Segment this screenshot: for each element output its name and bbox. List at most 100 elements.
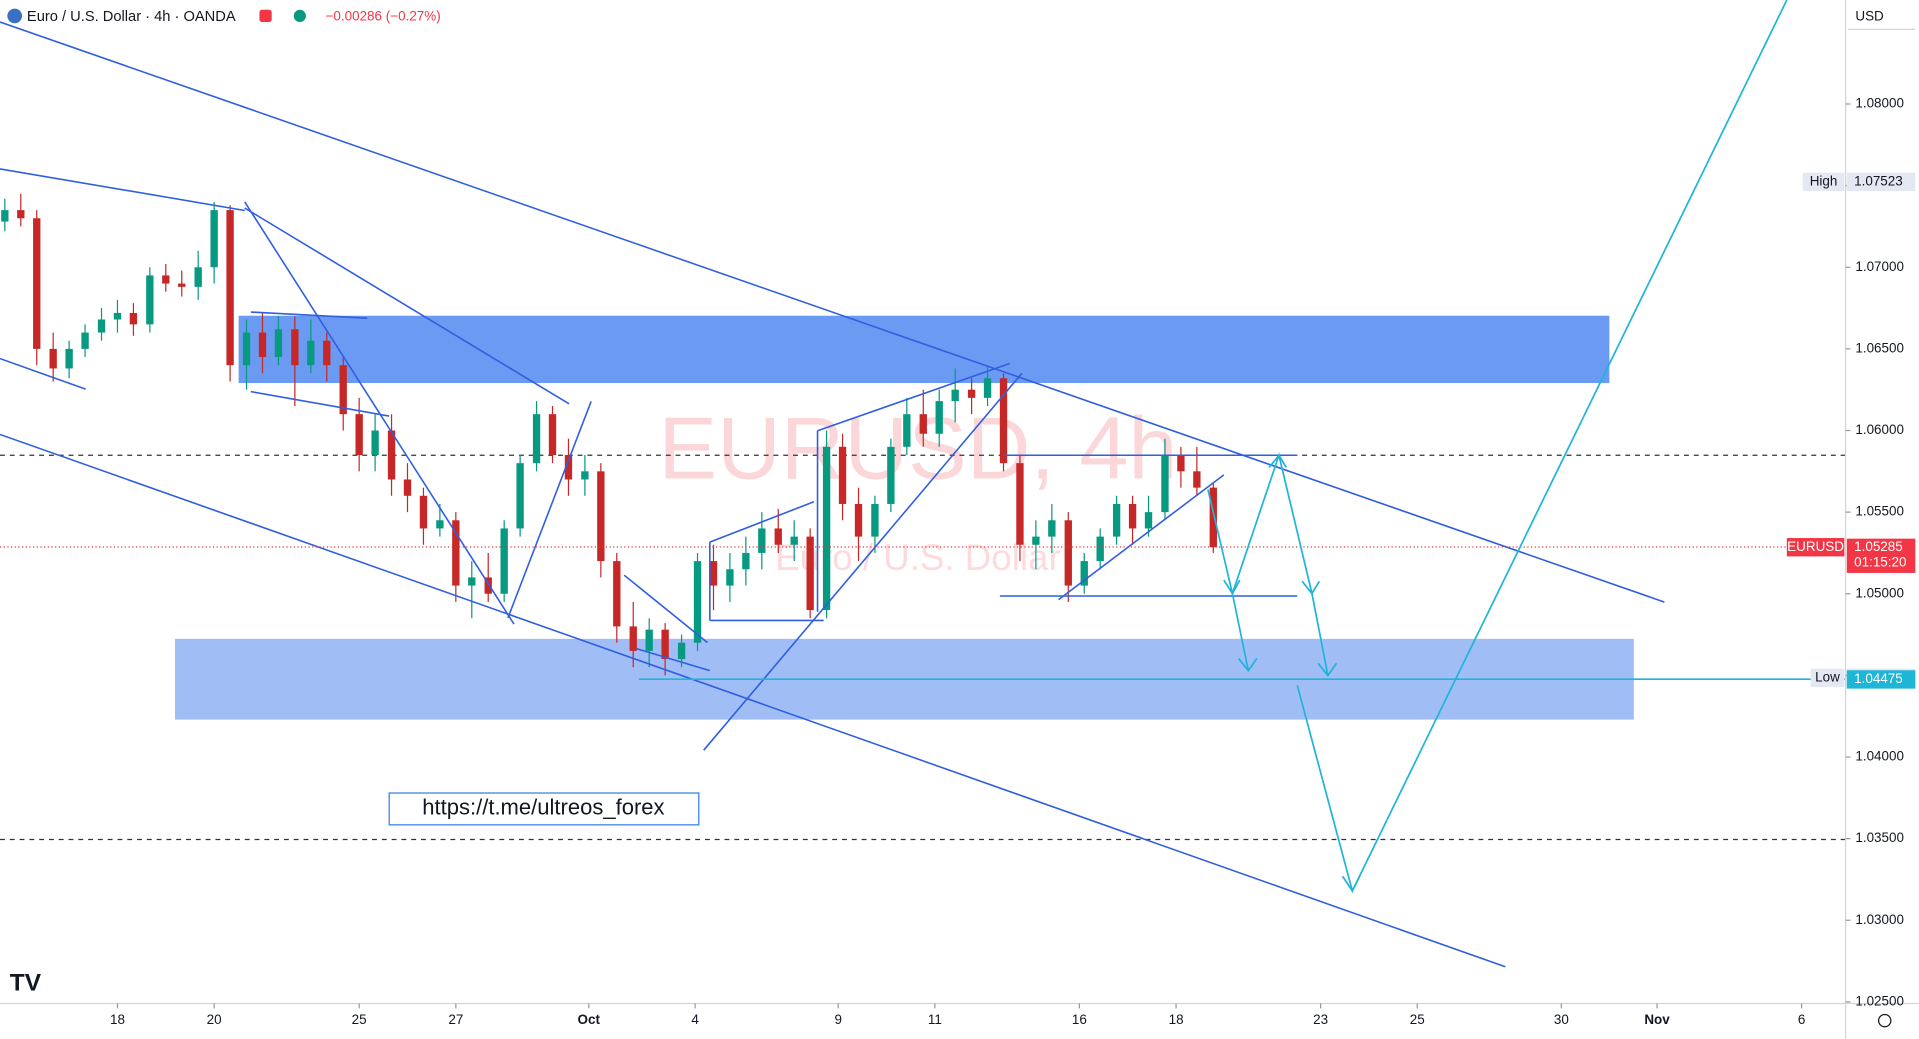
trend-line: [817, 362, 1010, 432]
candle-body: [419, 495, 428, 529]
candle-body: [726, 569, 734, 586]
candle-body: [484, 577, 492, 594]
candle-body: [758, 528, 766, 553]
link-box[interactable]: https://t.me/ultreos_forex: [388, 792, 700, 826]
x-tick-label: 9: [834, 1012, 841, 1027]
candle-body: [1080, 561, 1088, 586]
arrow-head: [1237, 657, 1258, 673]
y-tick-label: 1.07000: [1855, 259, 1904, 274]
x-tick-label: 4: [691, 1012, 699, 1027]
candle-body: [226, 210, 234, 366]
candle-body: [1064, 520, 1072, 586]
y-tick-label: 1.02500: [1855, 993, 1904, 1008]
candle-body: [967, 389, 976, 398]
x-tick-label: 25: [352, 1012, 367, 1027]
x-tick-label: 6: [1798, 1012, 1805, 1027]
price-marker: [1846, 670, 1916, 689]
candle-body: [790, 536, 798, 545]
candle-body: [371, 430, 379, 455]
candle-body: [33, 218, 41, 349]
candle-body: [162, 275, 170, 284]
candle-body: [113, 312, 122, 320]
currency[interactable]: USD: [1855, 9, 1884, 24]
candle-body: [387, 430, 396, 480]
candle-body: [532, 414, 541, 464]
watermark: EURUSD, 4h: [658, 399, 1177, 498]
candle-body: [274, 329, 283, 358]
y-tick-label: 1.03000: [1855, 912, 1904, 927]
market-icon: [259, 9, 272, 23]
price-change: −0.00286 (−0.27%): [326, 9, 441, 24]
logo[interactable]: TV: [10, 969, 42, 996]
settings-icon[interactable]: [1878, 1013, 1892, 1028]
candle-body: [436, 520, 444, 529]
candle-body: [597, 471, 605, 562]
candle-body: [774, 528, 782, 545]
y-tick-label: 1.06000: [1855, 422, 1904, 437]
price-marker-label: 1.05285: [1854, 539, 1903, 554]
candle-body: [693, 561, 702, 643]
trend-line: [507, 401, 592, 619]
link[interactable]: https://t.me/ultreos_forex: [422, 795, 664, 820]
levels: [0, 454, 1846, 841]
trend-line: [636, 647, 711, 672]
symbol-icon: [7, 8, 23, 24]
x-tick-label: Nov: [1644, 1012, 1670, 1027]
candle-body: [146, 275, 154, 325]
candle-body: [645, 629, 653, 651]
candle-body: [1096, 536, 1104, 562]
candle-body: [355, 414, 363, 455]
candle-body: [178, 283, 186, 287]
candle-body: [919, 414, 927, 434]
marker-name: High: [1810, 173, 1838, 188]
trend-line: [250, 390, 390, 417]
candle-body: [17, 210, 25, 219]
price-marker: [1846, 172, 1916, 192]
candle-body: [49, 348, 57, 369]
y-tick-label: 1.04000: [1855, 749, 1904, 764]
trend-line: [703, 372, 1023, 751]
x-tick-label: 25: [1410, 1012, 1425, 1027]
candle-body: [1032, 536, 1040, 545]
candle-body: [838, 446, 847, 504]
price-marker-label: 1.07523: [1854, 173, 1903, 188]
countdown: 01:15:20: [1854, 555, 1906, 570]
candle-body: [129, 312, 138, 325]
candle-body: [1016, 463, 1024, 545]
candle-body: [194, 267, 202, 287]
candle-body: [548, 414, 557, 455]
arrow-head: [1223, 579, 1241, 596]
axes: 1.025001.030001.035001.040001.045001.050…: [110, 96, 1904, 1028]
candle-body: [661, 629, 669, 660]
supply-zone: [238, 315, 1610, 384]
projection: [1231, 593, 1250, 671]
marker-name-box: [1810, 668, 1845, 688]
arrow-head: [1301, 580, 1321, 596]
projection: [1311, 593, 1329, 676]
candle-body: [339, 365, 347, 415]
x-tick-label: 30: [1554, 1012, 1569, 1027]
y-tick-label: 1.06500: [1855, 340, 1904, 355]
y-tick-label: 1.05000: [1855, 585, 1904, 600]
candle-body: [1193, 471, 1201, 488]
drawings: [0, 0, 1846, 968]
candle-body: [516, 463, 524, 529]
marker-name: EURUSD: [1787, 539, 1844, 554]
candle-body: [258, 332, 267, 358]
x-tick-label: 23: [1313, 1012, 1328, 1027]
candle-body: [629, 626, 637, 651]
trend-line: [244, 207, 570, 405]
candle-body: [709, 561, 718, 586]
candle-body: [210, 210, 218, 268]
candle-body: [983, 378, 992, 398]
trend-line: [0, 21, 1665, 603]
candle-body: [1177, 454, 1185, 472]
candle-body: [871, 503, 879, 537]
marker-name: Low: [1815, 669, 1840, 684]
arrow-head: [1268, 453, 1288, 469]
symbol[interactable]: Euro / U.S. Dollar · 4h · OANDA: [27, 9, 236, 25]
x-tick-label: 18: [110, 1012, 125, 1027]
candle-body: [677, 642, 686, 660]
candle-body: [65, 348, 73, 369]
